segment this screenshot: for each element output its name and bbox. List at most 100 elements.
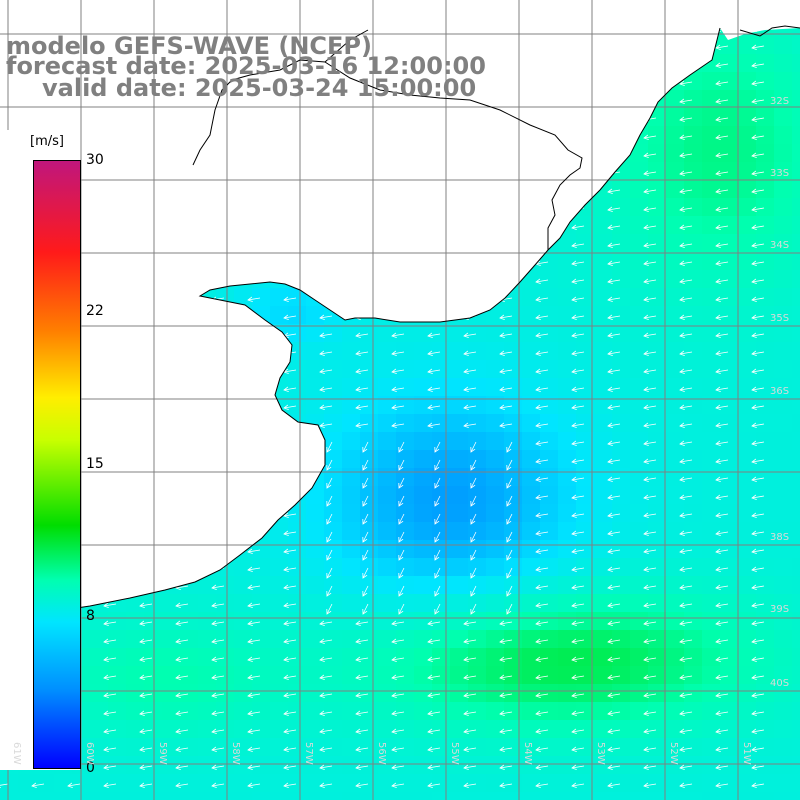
wind-arrow: [499, 656, 513, 663]
wind-cell: [666, 720, 684, 738]
wind-cell: [612, 504, 630, 522]
wind-cell: [378, 324, 396, 342]
wind-cell: [774, 558, 792, 576]
wind-cell: [684, 414, 702, 432]
wind-cell: [414, 450, 432, 468]
wind-cell: [684, 792, 702, 800]
wind-cell: [54, 792, 72, 800]
wind-cell: [342, 576, 360, 594]
wind-cell: [396, 486, 414, 504]
wind-arrow: [391, 692, 405, 699]
wind-arrow: [283, 314, 297, 321]
wind-arrow: [283, 728, 297, 735]
wind-cell: [630, 486, 648, 504]
wind-cell: [702, 540, 720, 558]
wind-cell: [450, 396, 468, 414]
wind-cell: [486, 558, 504, 576]
wind-cell: [450, 792, 468, 800]
wind-arrow: [571, 566, 585, 573]
wind-cell: [468, 792, 486, 800]
wind-cell: [756, 72, 774, 90]
wind-cell: [306, 576, 324, 594]
wind-cell: [630, 738, 648, 756]
wind-cell: [576, 396, 594, 414]
wind-cell: [468, 774, 486, 792]
wind-arrow: [571, 530, 585, 537]
wind-cell: [540, 342, 558, 360]
wind-cell: [720, 396, 738, 414]
wind-arrow: [427, 404, 441, 411]
wind-cell: [630, 342, 648, 360]
wind-arrow: [139, 674, 153, 681]
wind-cell: [504, 702, 522, 720]
wind-cell: [612, 360, 630, 378]
wind-cell: [612, 702, 630, 720]
wind-arrow: [607, 332, 621, 339]
wind-cell: [774, 450, 792, 468]
wind-cell: [648, 684, 666, 702]
wind-arrow: [247, 548, 261, 555]
wind-arrow: [571, 440, 585, 447]
wind-cell: [36, 774, 54, 792]
wind-cell: [612, 468, 630, 486]
wind-arrow: [211, 620, 225, 627]
wind-cell: [414, 648, 432, 666]
wind-cell: [522, 396, 540, 414]
wind-cell: [720, 216, 738, 234]
wind-cell: [774, 486, 792, 504]
wind-cell: [792, 540, 800, 558]
wind-cell: [342, 324, 360, 342]
wind-arrow: [362, 603, 369, 615]
wind-cell: [792, 396, 800, 414]
wind-cell: [774, 684, 792, 702]
wind-cell: [792, 162, 800, 180]
wind-cell: [594, 738, 612, 756]
wind-cell: [666, 396, 684, 414]
wind-cell: [666, 576, 684, 594]
wind-arrow: [535, 620, 549, 627]
wind-cell: [342, 702, 360, 720]
wind-arrow: [571, 764, 585, 771]
wind-cell: [792, 144, 800, 162]
wind-cell: [504, 594, 522, 612]
wind-arrow: [535, 494, 549, 501]
wind-arrow: [211, 728, 225, 735]
wind-arrow: [470, 495, 477, 507]
wind-cell: [612, 738, 630, 756]
wind-arrow: [535, 458, 549, 465]
coastline-path: [0, 27, 721, 619]
wind-cell: [666, 342, 684, 360]
wind-cell: [666, 522, 684, 540]
wind-cell: [270, 630, 288, 648]
wind-cell: [594, 756, 612, 774]
wind-cell: [252, 648, 270, 666]
wind-cell: [234, 288, 252, 306]
wind-cell: [468, 504, 486, 522]
wind-arrow: [175, 746, 189, 753]
wind-cell: [756, 666, 774, 684]
wind-arrow: [326, 477, 333, 489]
wind-arrow: [103, 782, 117, 789]
wind-arrow: [607, 206, 621, 213]
wind-cell: [378, 432, 396, 450]
wind-cell: [414, 504, 432, 522]
wind-cell: [468, 342, 486, 360]
wind-cell: [180, 684, 198, 702]
wind-arrow: [499, 620, 513, 627]
wind-cell: [0, 792, 18, 800]
wind-arrow: [643, 602, 657, 609]
wind-cell: [324, 738, 342, 756]
wind-cell: [306, 360, 324, 378]
wind-cell: [360, 324, 378, 342]
wind-cell: [198, 792, 216, 800]
lon-label: 58W: [230, 742, 241, 765]
wind-cell: [612, 324, 630, 342]
wind-arrow: [751, 404, 765, 411]
wind-cell: [612, 486, 630, 504]
wind-arrow: [571, 512, 585, 519]
wind-cell: [648, 288, 666, 306]
wind-cell: [738, 684, 756, 702]
wind-cell: [540, 252, 558, 270]
wind-arrow: [463, 782, 477, 789]
wind-arrow: [499, 692, 513, 699]
